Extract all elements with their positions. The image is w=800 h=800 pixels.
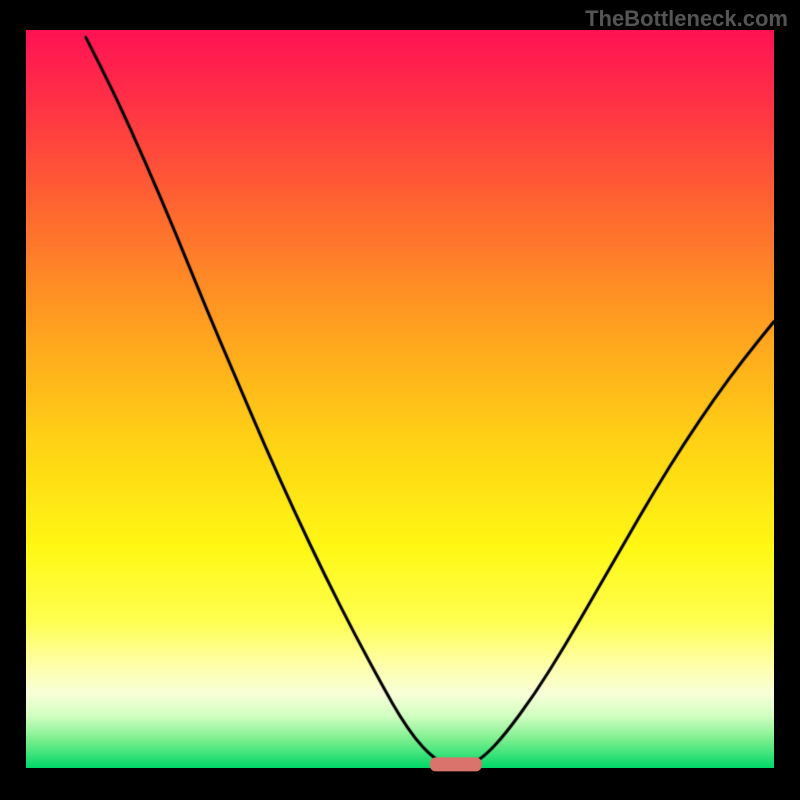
optimal-point-marker xyxy=(430,758,482,771)
bottleneck-curve xyxy=(26,30,774,768)
watermark-text: TheBottleneck.com xyxy=(585,6,788,32)
chart-container: TheBottleneck.com xyxy=(0,0,800,800)
plot-area xyxy=(26,30,774,768)
